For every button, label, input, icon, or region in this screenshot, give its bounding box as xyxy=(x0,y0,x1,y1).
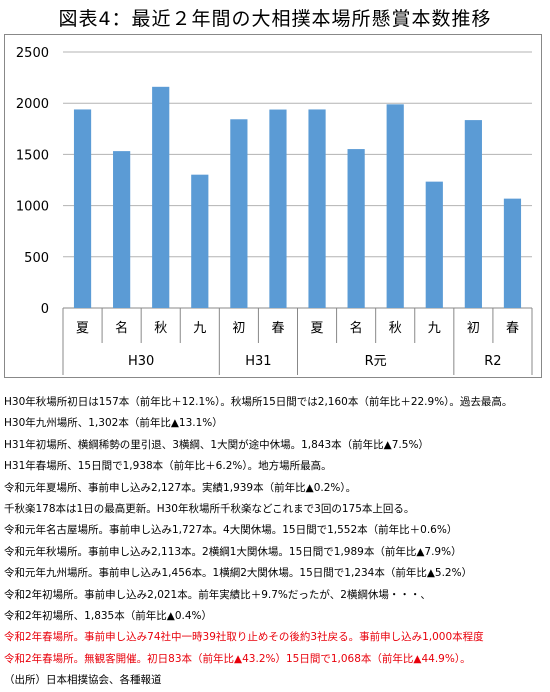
note-line: 令和元年秋場所。事前申し込み2,113本。2横綱1大関休場。15日間で1,989… xyxy=(4,545,462,558)
bar-chart: 0 500 1000 1500 2000 2500 夏 名 秋 九 初 春 夏 名 秋 九 初 春 H30 H31 R元… xyxy=(16,46,533,375)
note-line: （出所）日本相撲協会、各種報道 xyxy=(4,674,162,687)
note-line: H31年春場所、15日間で1,938本（前年比＋6.2%）。地方場所最高。 xyxy=(4,460,332,473)
bar xyxy=(386,104,404,308)
x-tick-label: 名 xyxy=(350,320,363,336)
group-label: H30 xyxy=(128,354,154,369)
note-line: H30年秋場所初日は157本（前年比＋12.1%）。秋場所15日間では2,160… xyxy=(4,396,513,408)
x-tick-label: 初 xyxy=(467,321,480,336)
y-tick-label: 500 xyxy=(24,251,49,266)
bar xyxy=(191,174,209,308)
y-tick-label: 0 xyxy=(41,302,49,317)
x-tick-label: 夏 xyxy=(76,321,89,336)
note-line: H31年初場所、横綱稀勢の里引退、3横綱、1大関が途中休場。1,843本（前年比… xyxy=(4,438,429,451)
bar xyxy=(425,181,443,308)
y-tick-label: 1000 xyxy=(16,200,49,215)
bar xyxy=(73,109,92,308)
x-tick-label: 初 xyxy=(232,321,245,336)
x-tick-label: 春 xyxy=(506,321,519,336)
y-tick-label: 2500 xyxy=(16,46,49,61)
x-tick-label: 秋 xyxy=(389,321,402,336)
group-label: R元 xyxy=(365,354,387,369)
x-tick-label: 秋 xyxy=(154,321,167,336)
bar xyxy=(269,109,287,308)
x-tick-label: 春 xyxy=(271,321,284,336)
y-tick-label: 1500 xyxy=(16,148,49,163)
bar xyxy=(308,109,326,308)
bar xyxy=(152,86,170,308)
note-line: 千秋楽178本は1日の最高更新。H30年秋場所千秋楽などこれまで3回の175本上… xyxy=(4,502,415,515)
note-line: 令和2年初場所、1,835本（前年比▲0.4%） xyxy=(4,609,212,622)
note-line: 令和元年名古屋場所。事前申し込み1,727本。4大関休場。15日間で1,552本… xyxy=(4,524,458,537)
chart-area: 0 500 1000 1500 2000 2500 夏 名 秋 九 初 春 夏 名 秋 九 初 春 H30 H31 R元… xyxy=(4,34,542,378)
x-tick-label: 九 xyxy=(428,321,441,336)
notes-list: H30年秋場所初日は157本（前年比＋12.1%）。秋場所15日間では2,160… xyxy=(4,392,550,691)
note-line: 令和元年九州場所。事前申し込み1,456本。1横綱2大関休場。15日間で1,23… xyxy=(4,567,473,580)
note-line: 令和2年初場所。事前申し込み2,021本。前年実績比＋9.7%だったが、2横綱休… xyxy=(4,588,431,601)
note-line: 令和元年夏場所、事前申し込み2,127本。実績1,939本（前年比▲0.2%）。 xyxy=(4,481,357,494)
bar xyxy=(503,198,522,308)
group-label: R2 xyxy=(484,354,501,369)
x-tick-label: 九 xyxy=(193,321,206,336)
note-line: 令和2年春場所。無観客開催。初日83本（前年比▲43.2%）15日間で1,068… xyxy=(4,652,471,665)
x-tick-label: 夏 xyxy=(311,321,324,336)
bar xyxy=(347,149,365,308)
group-label: H31 xyxy=(245,354,271,369)
bar xyxy=(464,120,482,308)
y-tick-label: 2000 xyxy=(16,97,49,112)
bar xyxy=(230,119,248,309)
x-tick-label: 名 xyxy=(115,320,128,336)
bar xyxy=(113,151,131,308)
chart-title: 図表4：最近２年間の大相撲本場所懸賞本数推移 xyxy=(58,8,492,30)
note-line: 令和2年春場所。事前申し込み74社中一時39社取り止めその後約3社戻る。事前申し… xyxy=(4,631,484,644)
note-line: H30年九州場所、1,302本（前年比▲13.1%） xyxy=(4,417,223,430)
